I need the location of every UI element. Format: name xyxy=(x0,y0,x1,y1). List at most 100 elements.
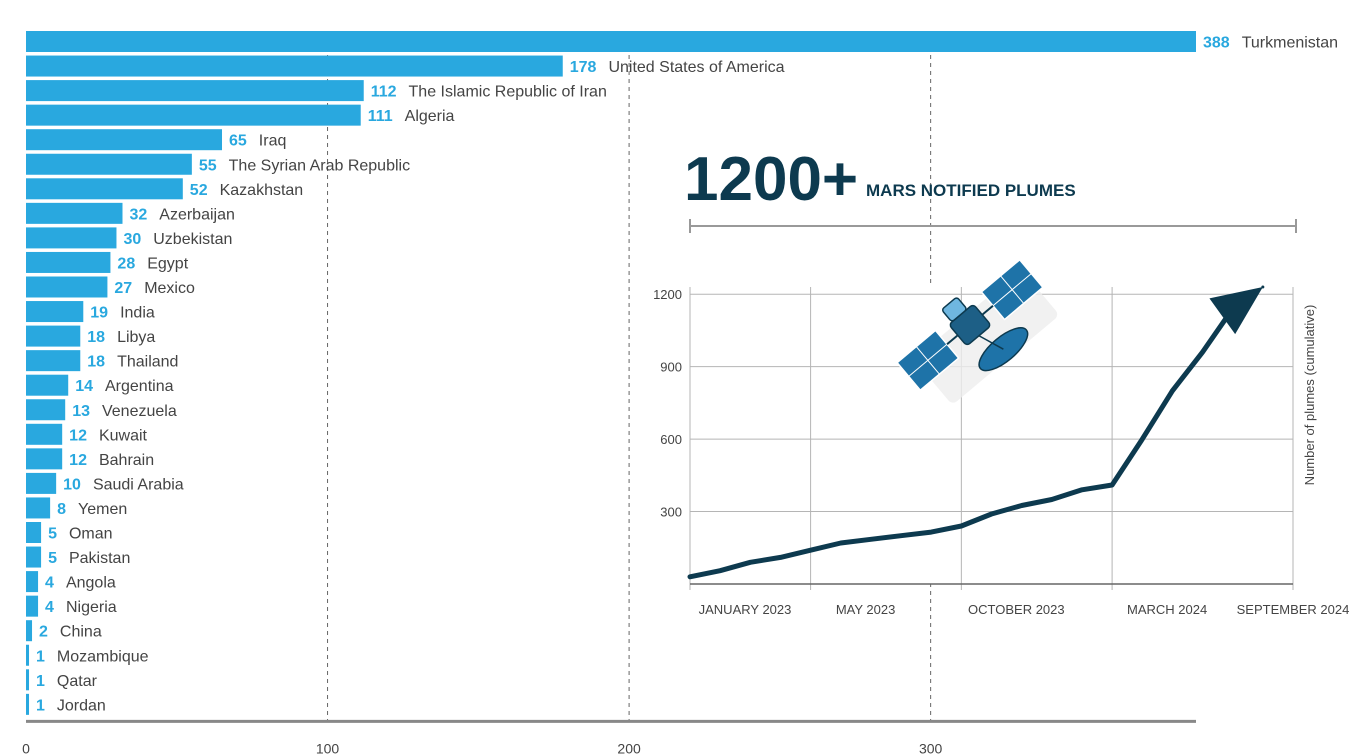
line-arrowhead xyxy=(1209,287,1263,335)
line-y-axis-label: Number of plumes (cumulative) xyxy=(1302,305,1317,486)
bar xyxy=(26,153,192,175)
country-bar-chart: 388 Turkmenistan 178 United States of Ameri… xyxy=(22,31,1338,754)
bar-value-label: 65 xyxy=(229,133,247,150)
line-point xyxy=(990,512,993,516)
bar-value-label: 18 xyxy=(87,354,105,371)
bar xyxy=(26,595,39,617)
line-x-tick-label: MARCH 2024 xyxy=(1127,602,1207,617)
headline-label: MARS NOTIFIED PLUMES xyxy=(866,181,1076,200)
line-points xyxy=(688,285,1265,579)
bar-x-tick-label: 300 xyxy=(919,740,943,754)
bar-category-label: Mexico xyxy=(144,280,195,297)
bar-category-label: Uzbekistan xyxy=(153,231,232,248)
bar-category-label: Qatar xyxy=(57,673,98,690)
bar-value-label: 4 xyxy=(45,575,54,592)
satellite-icon xyxy=(896,258,1058,403)
bar xyxy=(26,693,30,715)
line-point xyxy=(1170,389,1174,393)
bar-value-label: 178 xyxy=(570,59,597,76)
bar-category-label: Kuwait xyxy=(99,427,148,444)
line-y-tick-label: 600 xyxy=(660,432,682,447)
bar xyxy=(26,178,183,200)
line-point xyxy=(1110,483,1114,487)
satellite-module xyxy=(942,297,967,322)
bar-value-label: 10 xyxy=(63,476,81,493)
bar-value-label: 111 xyxy=(368,108,393,125)
bar-value-label: 30 xyxy=(123,231,141,248)
bar-category-label: The Islamic Republic of Iran xyxy=(409,84,607,101)
line-x-ticks: JANUARY 2023 MAY 2023 OCTOBER 2023 MARCH 20… xyxy=(699,602,1350,617)
panel-line xyxy=(908,343,948,377)
bar xyxy=(26,129,223,151)
line-point xyxy=(688,575,692,579)
bar-value-label: 19 xyxy=(90,305,108,322)
line-point xyxy=(899,534,903,538)
headline-bracket xyxy=(689,219,1297,233)
bar-category-label: Venezuela xyxy=(102,403,177,420)
bar xyxy=(26,522,42,543)
bar xyxy=(26,325,81,347)
bar-value-label: 32 xyxy=(129,206,147,223)
line-point xyxy=(869,537,873,541)
bar-category-label: Argentina xyxy=(105,378,174,395)
bar xyxy=(26,227,117,249)
bar-value-label: 5 xyxy=(48,526,57,543)
bar xyxy=(26,620,33,642)
line-y-tick-label: 1200 xyxy=(653,287,682,302)
line-y-tick-label: 300 xyxy=(660,505,682,520)
bar xyxy=(26,350,81,372)
bar xyxy=(26,571,39,593)
bar-category-label: Kazakhstan xyxy=(220,182,304,199)
line-y-tick-label: 900 xyxy=(660,360,682,375)
panel-line xyxy=(992,273,1032,307)
bar-value-label: 1 xyxy=(36,697,45,714)
bar xyxy=(26,80,364,102)
bar xyxy=(26,251,111,273)
bar xyxy=(26,497,51,519)
bar-category-label: Azerbaijan xyxy=(159,206,235,223)
bar xyxy=(26,276,108,298)
line-point xyxy=(1020,504,1024,508)
line-y-ticks: 1200 900 600 300 xyxy=(653,287,682,519)
bar-category-label: Bahrain xyxy=(99,452,154,469)
bar xyxy=(26,669,30,691)
bars: 388 Turkmenistan 178 United States of Ameri… xyxy=(26,31,1338,715)
line-point xyxy=(809,548,813,552)
bar xyxy=(26,374,69,396)
bar-value-label: 14 xyxy=(75,378,93,395)
bar-value-label: 18 xyxy=(87,329,105,346)
bar-value-label: 1 xyxy=(36,648,45,665)
bar-value-label: 28 xyxy=(117,255,135,272)
bar-value-label: 12 xyxy=(69,427,87,444)
bar-category-label: Jordan xyxy=(57,697,106,714)
bar-x-tick-label: 200 xyxy=(617,740,641,754)
line-point xyxy=(1140,437,1144,441)
bar-value-label: 1 xyxy=(36,673,45,690)
bar-value-label: 388 xyxy=(1203,35,1230,52)
bar xyxy=(26,546,42,568)
bar-x-ticks: 0 100 200 300 xyxy=(22,740,942,754)
bar-value-label: 8 xyxy=(57,501,66,518)
bar-category-label: Thailand xyxy=(117,354,178,371)
bar-value-label: 112 xyxy=(371,84,397,101)
line-point xyxy=(959,524,963,528)
line-point xyxy=(839,541,843,545)
bar-value-label: 2 xyxy=(39,624,48,641)
bar-category-label: China xyxy=(60,624,102,641)
bar-category-label: Pakistan xyxy=(69,550,130,567)
bar xyxy=(26,472,57,494)
bar xyxy=(26,399,66,421)
bar-category-label: Mozambique xyxy=(57,648,149,665)
line-point xyxy=(718,569,722,573)
line-point xyxy=(1050,497,1054,501)
bar-value-label: 52 xyxy=(190,182,208,199)
bar-value-label: 13 xyxy=(72,403,90,420)
bar xyxy=(26,423,63,445)
bar-value-label: 12 xyxy=(69,452,87,469)
bar-category-label: Yemen xyxy=(78,501,127,518)
bar-category-label: India xyxy=(120,305,155,322)
bar-category-label: Nigeria xyxy=(66,599,117,616)
bar xyxy=(26,104,361,126)
plumes-line-chart: 1200+ MARS NOTIFIED PLUMES 1200 900 600 300… xyxy=(653,145,1349,617)
